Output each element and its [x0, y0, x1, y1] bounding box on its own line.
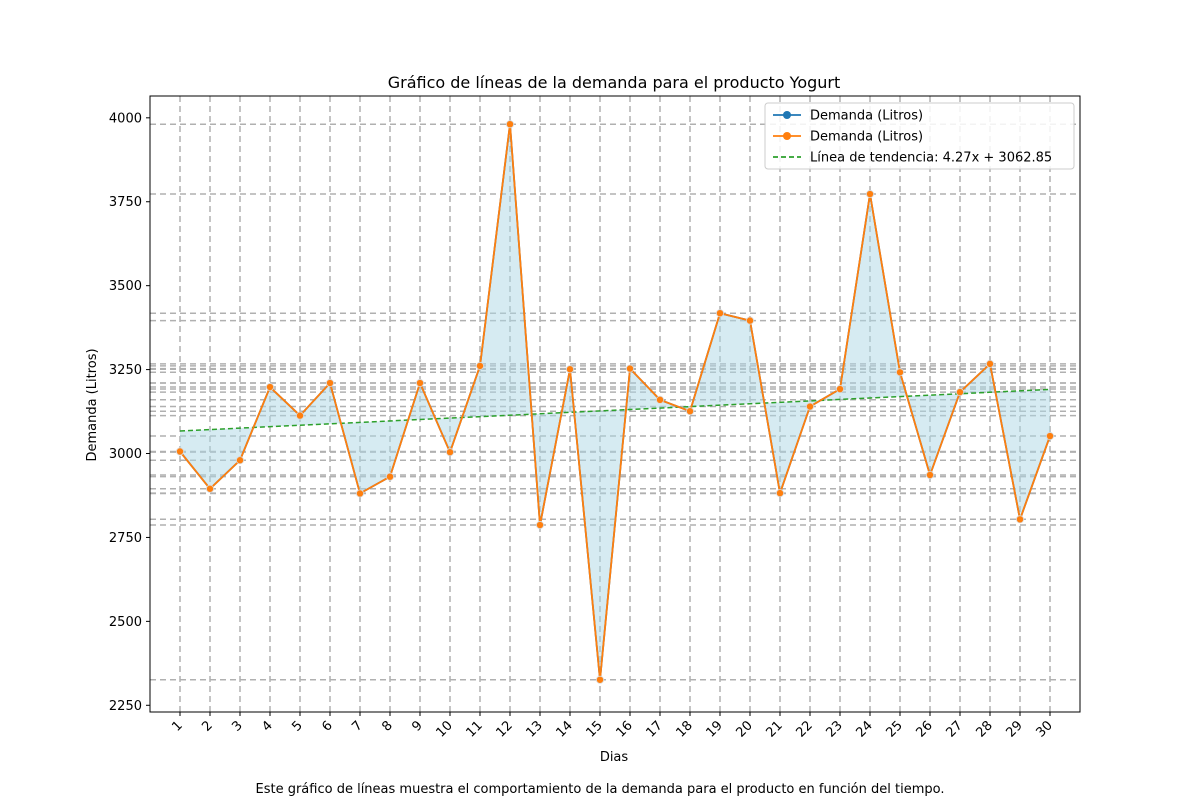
series-2-point — [956, 388, 965, 397]
y-tick-label: 2750 — [109, 531, 142, 546]
x-tick-label: 15 — [584, 718, 606, 740]
x-tick-label: 9 — [409, 718, 425, 734]
series-2-point — [295, 411, 304, 420]
x-tick-label: 2 — [199, 718, 215, 734]
series-2-point — [536, 521, 545, 530]
chart-title: Gráfico de líneas de la demanda para el … — [388, 73, 841, 92]
demand-trend-fill — [180, 124, 1050, 680]
series-2-point — [566, 365, 575, 374]
x-tick-label: 24 — [854, 718, 876, 740]
legend-marker — [783, 132, 791, 140]
trend-line — [179, 388, 1051, 432]
series-2-point — [866, 190, 875, 199]
x-tick-label: 30 — [1034, 718, 1056, 740]
x-tick-label: 28 — [974, 718, 996, 740]
series-2-point — [325, 379, 334, 388]
trend-line-group — [179, 388, 1051, 432]
series-2-point — [265, 383, 274, 392]
series-2-point — [445, 448, 454, 457]
series-2-point — [686, 407, 695, 416]
series-2-point — [746, 316, 755, 325]
series-2-point — [836, 385, 845, 394]
series-2-point — [776, 489, 785, 498]
series-group — [175, 120, 1055, 684]
x-axis-label: Dias — [600, 750, 629, 765]
x-tick-label: 5 — [289, 718, 305, 734]
series-2-point — [355, 489, 364, 498]
series-2-point — [656, 395, 665, 404]
series-2-point — [235, 456, 244, 465]
x-tick-label: 21 — [764, 718, 786, 740]
x-tick-label: 23 — [824, 718, 846, 740]
x-tick-label: 19 — [704, 718, 726, 740]
series-2-point — [716, 309, 725, 318]
y-axis-label: Demanda (Litros) — [85, 348, 100, 461]
y-tick-label: 2500 — [109, 615, 142, 630]
x-tick-label: 8 — [379, 718, 395, 734]
x-tick-label: 26 — [914, 718, 936, 740]
y-tick-label: 3500 — [109, 279, 142, 294]
series-2-point — [986, 359, 995, 368]
series-2-point — [205, 484, 214, 493]
series-2-point — [1046, 432, 1055, 441]
x-tick-label: 14 — [554, 718, 576, 740]
x-tick-label: 11 — [464, 718, 486, 740]
y-tick-label: 2250 — [109, 699, 142, 714]
y-tick-label: 3750 — [109, 195, 142, 210]
x-tick-label: 17 — [644, 718, 666, 740]
x-tick-label: 22 — [794, 718, 816, 740]
x-tick-label: 4 — [259, 718, 275, 734]
series-2-point — [806, 402, 815, 411]
legend-label: Demanda (Litros) — [810, 109, 923, 124]
x-tick-label: 18 — [674, 718, 696, 740]
y-tick-label: 3000 — [109, 447, 142, 462]
x-tick-label: 3 — [229, 718, 245, 734]
series-2-point — [1016, 515, 1025, 524]
x-tick-label: 10 — [434, 718, 456, 740]
x-tick-label: 29 — [1004, 718, 1026, 740]
x-tick-label: 27 — [944, 718, 966, 740]
series-2-point — [175, 447, 184, 456]
series-2-point — [626, 364, 635, 373]
x-tick-label: 13 — [524, 718, 546, 740]
y-tick-label: 4000 — [109, 111, 142, 126]
x-tick-label: 1 — [169, 718, 185, 734]
series-line-2 — [179, 124, 1051, 680]
x-tick-label: 7 — [349, 718, 365, 734]
x-tick-label: 6 — [319, 718, 335, 734]
x-tick-label: 12 — [494, 718, 516, 740]
plot-frame — [149, 95, 1081, 713]
legend: Demanda (Litros) Demanda (Litros) Línea de… — [764, 102, 1075, 170]
series-2-point — [926, 470, 935, 479]
x-tick-label: 16 — [614, 718, 636, 740]
series-2-point — [896, 368, 905, 377]
x-tick-label: 25 — [884, 718, 906, 740]
series-2-point — [505, 120, 514, 129]
legend-marker — [783, 111, 791, 119]
series-2-point — [475, 361, 484, 370]
series-2-point — [385, 472, 394, 481]
chart-caption: Este gráfico de líneas muestra el compor… — [255, 782, 945, 797]
legend-label: Línea de tendencia: 4.27x + 3062.85 — [810, 151, 1052, 166]
legend-box — [764, 102, 1075, 170]
series-2-point — [596, 675, 605, 684]
y-tick-label: 3250 — [109, 363, 142, 378]
series-2-point — [415, 379, 424, 388]
x-tick-label: 20 — [734, 718, 756, 740]
fill-area — [180, 124, 1050, 680]
legend-label: Demanda (Litros) — [810, 130, 923, 145]
